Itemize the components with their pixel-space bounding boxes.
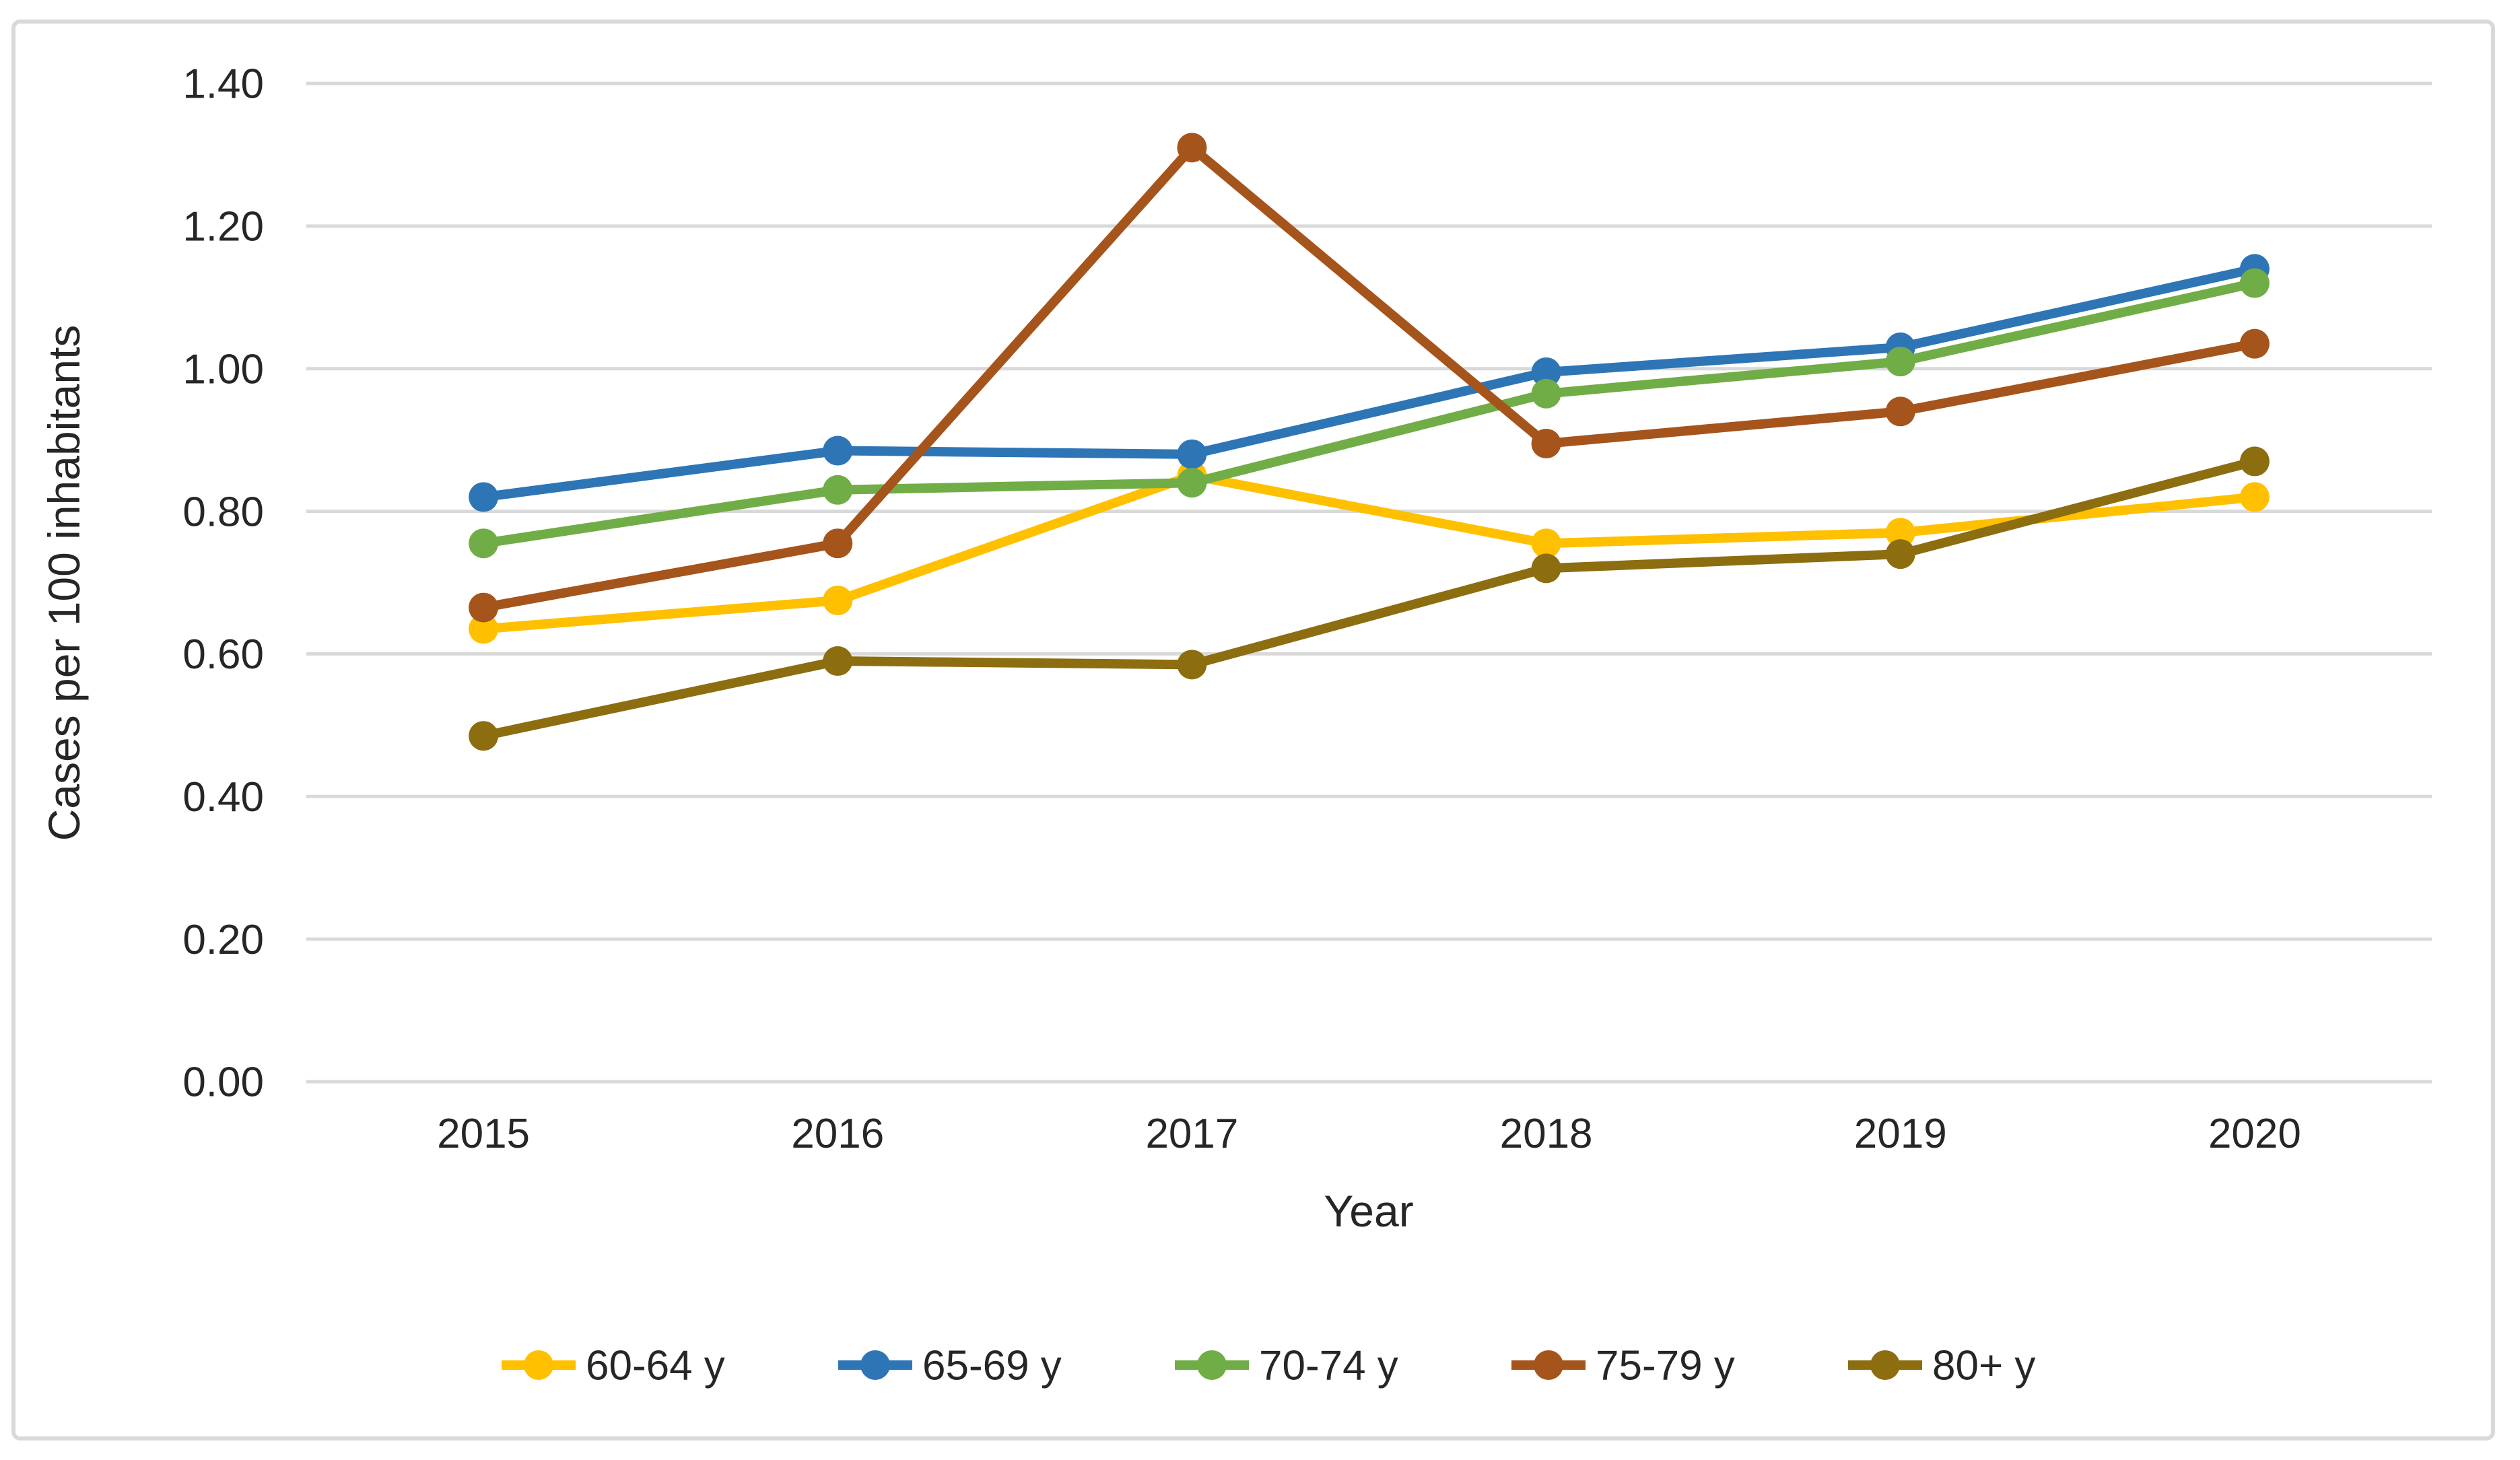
y-tick-label: 0.20	[182, 917, 264, 963]
x-tick-label: 2018	[1500, 1111, 1593, 1157]
legend-label: 70-74 y	[1259, 1343, 1398, 1389]
y-tick-label: 0.00	[182, 1059, 264, 1106]
y-tick-label: 0.40	[182, 774, 264, 821]
series-line-65-69-y	[479, 264, 2259, 502]
x-tick-label: 2020	[2208, 1111, 2301, 1157]
data-point-marker	[1177, 650, 1207, 680]
data-point-marker	[1885, 539, 1915, 569]
data-point-marker	[823, 436, 853, 466]
legend-item: 75-79 y	[1511, 1343, 1735, 1389]
chart-frame	[11, 20, 2495, 1440]
y-axis-title: Cases per 100 inhabitants	[39, 325, 89, 841]
legend-label: 65-69 y	[922, 1343, 1062, 1389]
data-point-marker	[1177, 439, 1207, 469]
legend-item: 65-69 y	[838, 1343, 1062, 1389]
y-tick-label: 0.80	[182, 489, 264, 535]
data-point-marker	[1531, 378, 1561, 409]
data-point-marker	[469, 614, 499, 644]
data-point-marker	[1531, 428, 1561, 458]
legend-label: 80+ y	[1932, 1343, 2035, 1389]
x-axis-title: Year	[1324, 1186, 1413, 1236]
legend-marker-icon	[1870, 1350, 1900, 1380]
y-tick-label: 1.40	[182, 61, 264, 108]
data-point-marker	[2239, 328, 2270, 359]
data-point-marker	[1885, 396, 1915, 427]
series-line-80-y	[479, 456, 2259, 741]
data-point-marker	[469, 592, 499, 623]
data-point-marker	[2239, 446, 2270, 477]
data-point-marker	[1531, 528, 1561, 559]
y-tick-label: 1.00	[182, 346, 264, 392]
series-line-70-74-y	[479, 278, 2259, 549]
data-point-marker	[1531, 357, 1561, 388]
x-tick-label: 2016	[791, 1111, 884, 1157]
data-point-marker	[823, 528, 853, 559]
x-tick-label: 2019	[1854, 1111, 1947, 1157]
data-point-marker	[2239, 268, 2270, 298]
legend: 60-64 y 65-69 y 70-74 y 75-79 y 80+ y	[502, 1343, 2035, 1389]
data-point-marker	[1177, 468, 1207, 498]
data-point-marker	[1885, 347, 1915, 377]
legend-marker-icon	[860, 1350, 890, 1380]
legend-marker-icon	[1534, 1350, 1563, 1380]
y-tick-label: 1.20	[182, 204, 264, 250]
data-point-marker	[1177, 133, 1207, 163]
series-line-60-64-y	[479, 471, 2259, 634]
data-point-marker	[469, 528, 499, 559]
legend-label: 75-79 y	[1596, 1343, 1735, 1389]
legend-marker-icon	[1197, 1350, 1227, 1380]
data-point-marker	[823, 585, 853, 615]
x-tick-label: 2017	[1145, 1111, 1238, 1157]
x-tick-label: 2015	[437, 1111, 530, 1157]
series-line-75-79-y	[479, 143, 2259, 613]
legend-marker-icon	[524, 1350, 553, 1380]
data-point-marker	[469, 482, 499, 512]
data-point-marker	[823, 646, 853, 676]
axis-tick-labels: 0.00 0.20 0.40 0.60 0.80 1.00 1.20 1.40 2015 2016…	[182, 61, 2301, 1157]
legend-item: 60-64 y	[502, 1343, 725, 1389]
legend-label: 60-64 y	[586, 1343, 725, 1389]
data-point-marker	[469, 721, 499, 751]
data-point-marker	[1531, 553, 1561, 584]
data-point-marker	[1885, 518, 1915, 548]
y-tick-label: 0.60	[182, 631, 264, 678]
legend-item: 70-74 y	[1175, 1343, 1398, 1389]
data-series	[469, 133, 2270, 751]
data-point-marker	[823, 475, 853, 505]
chart-border	[11, 20, 2495, 1440]
legend-item: 80+ y	[1848, 1343, 2035, 1389]
data-point-marker	[2239, 482, 2270, 512]
